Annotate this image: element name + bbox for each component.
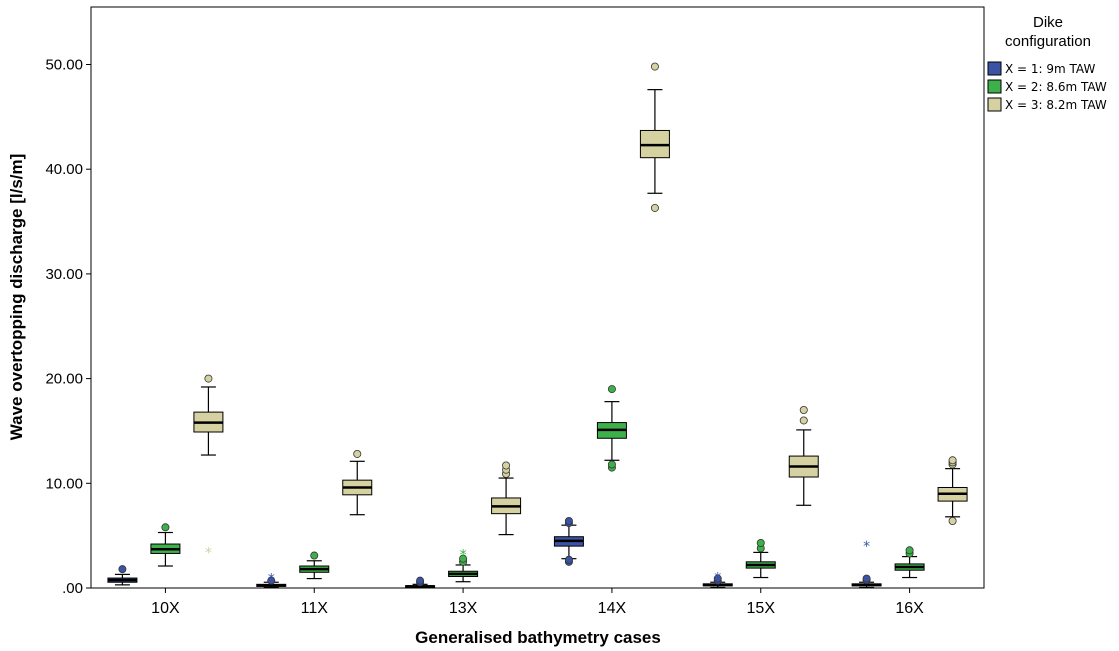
y-axis-title: Wave overtopping discharge [l/s/m]: [7, 154, 26, 441]
box-group: [937, 456, 968, 525]
x-tick-label: 10X: [151, 600, 180, 617]
outlier-point: [564, 555, 573, 564]
outlier-point: [650, 203, 659, 212]
outlier-point: [459, 554, 468, 563]
box-group: [639, 62, 670, 212]
box-group: [553, 516, 584, 566]
x-axis-title: Generalised bathymetry cases: [415, 628, 661, 647]
legend-label: X = 2: 8.6m TAW: [1005, 80, 1107, 94]
y-tick-label: 20.00: [45, 371, 83, 388]
box-group: [405, 576, 436, 589]
legend: Dike configuration X = 1: 9m TAW X = 2: 8…: [987, 14, 1107, 112]
box-group: [342, 449, 373, 516]
outlier-point: [905, 546, 914, 555]
x-axis: 10X 11X 13X 14X 15X 16X: [151, 588, 924, 617]
outlier-point: [607, 460, 616, 469]
outlier-point: [799, 406, 808, 415]
y-tick-label: .00: [62, 580, 83, 597]
outlier-point: [948, 456, 957, 465]
x-tick-label: 13X: [449, 600, 478, 617]
legend-title-line-1: Dike: [1033, 14, 1063, 31]
box-group: [107, 565, 138, 586]
outlier-point: [310, 551, 319, 560]
y-tick-label: 10.00: [45, 475, 83, 492]
x-tick-label: 11X: [301, 600, 329, 617]
outlier-point: [353, 449, 362, 458]
box-group: [150, 523, 181, 567]
extreme-point: *: [268, 572, 275, 588]
outlier-point: [161, 523, 170, 532]
legend-swatch: [987, 61, 1002, 76]
legend-label: X = 3: 8.2m TAW: [1005, 98, 1107, 112]
x-tick-label: 15X: [747, 600, 776, 617]
outlier-point: [862, 574, 871, 583]
x-tick-label: 16X: [895, 600, 924, 617]
outlier-point: [948, 516, 957, 525]
plot-area: [90, 6, 985, 589]
box-group: [894, 546, 925, 579]
outlier-point: [267, 576, 276, 585]
legend-entries: X = 1: 9m TAW X = 2: 8.6m TAW X = 3: 8.2m …: [987, 61, 1107, 112]
outlier-point: [204, 374, 213, 383]
outlier-point: [416, 576, 425, 585]
box-group: [596, 385, 627, 472]
extreme-point: *: [205, 545, 212, 561]
outlier-point: [502, 461, 511, 470]
box-group: [745, 538, 776, 579]
legend-swatch: [987, 97, 1002, 112]
outlier-point: [799, 416, 808, 425]
box-group: [299, 551, 330, 580]
box-group: *: [256, 572, 287, 589]
extreme-point: *: [714, 570, 721, 586]
legend-title-line-2: configuration: [1005, 33, 1091, 50]
box-series: * * * * *: [107, 62, 968, 589]
box-group: [491, 461, 522, 536]
box-group: *: [702, 570, 733, 589]
box-group: *: [193, 374, 224, 561]
box-group: *: [448, 547, 479, 583]
outlier-point: [607, 385, 616, 394]
outlier-point: [756, 538, 765, 547]
outlier-point: [650, 62, 659, 71]
extreme-point: *: [460, 547, 467, 563]
outlier-point: [118, 565, 127, 574]
outlier-point: [713, 574, 722, 583]
y-tick-label: 30.00: [45, 266, 83, 283]
y-axis: .00 10.00 20.00 30.00 40.00 50.00: [45, 57, 91, 597]
y-tick-label: 40.00: [45, 161, 83, 178]
x-tick-label: 14X: [598, 600, 627, 617]
legend-label: X = 1: 9m TAW: [1005, 62, 1095, 76]
legend-swatch: [987, 79, 1002, 94]
outlier-point: [564, 516, 573, 525]
box-group: [788, 406, 819, 506]
y-tick-label: 50.00: [45, 57, 83, 74]
box-group: *: [851, 539, 882, 589]
extreme-point: *: [863, 539, 870, 555]
